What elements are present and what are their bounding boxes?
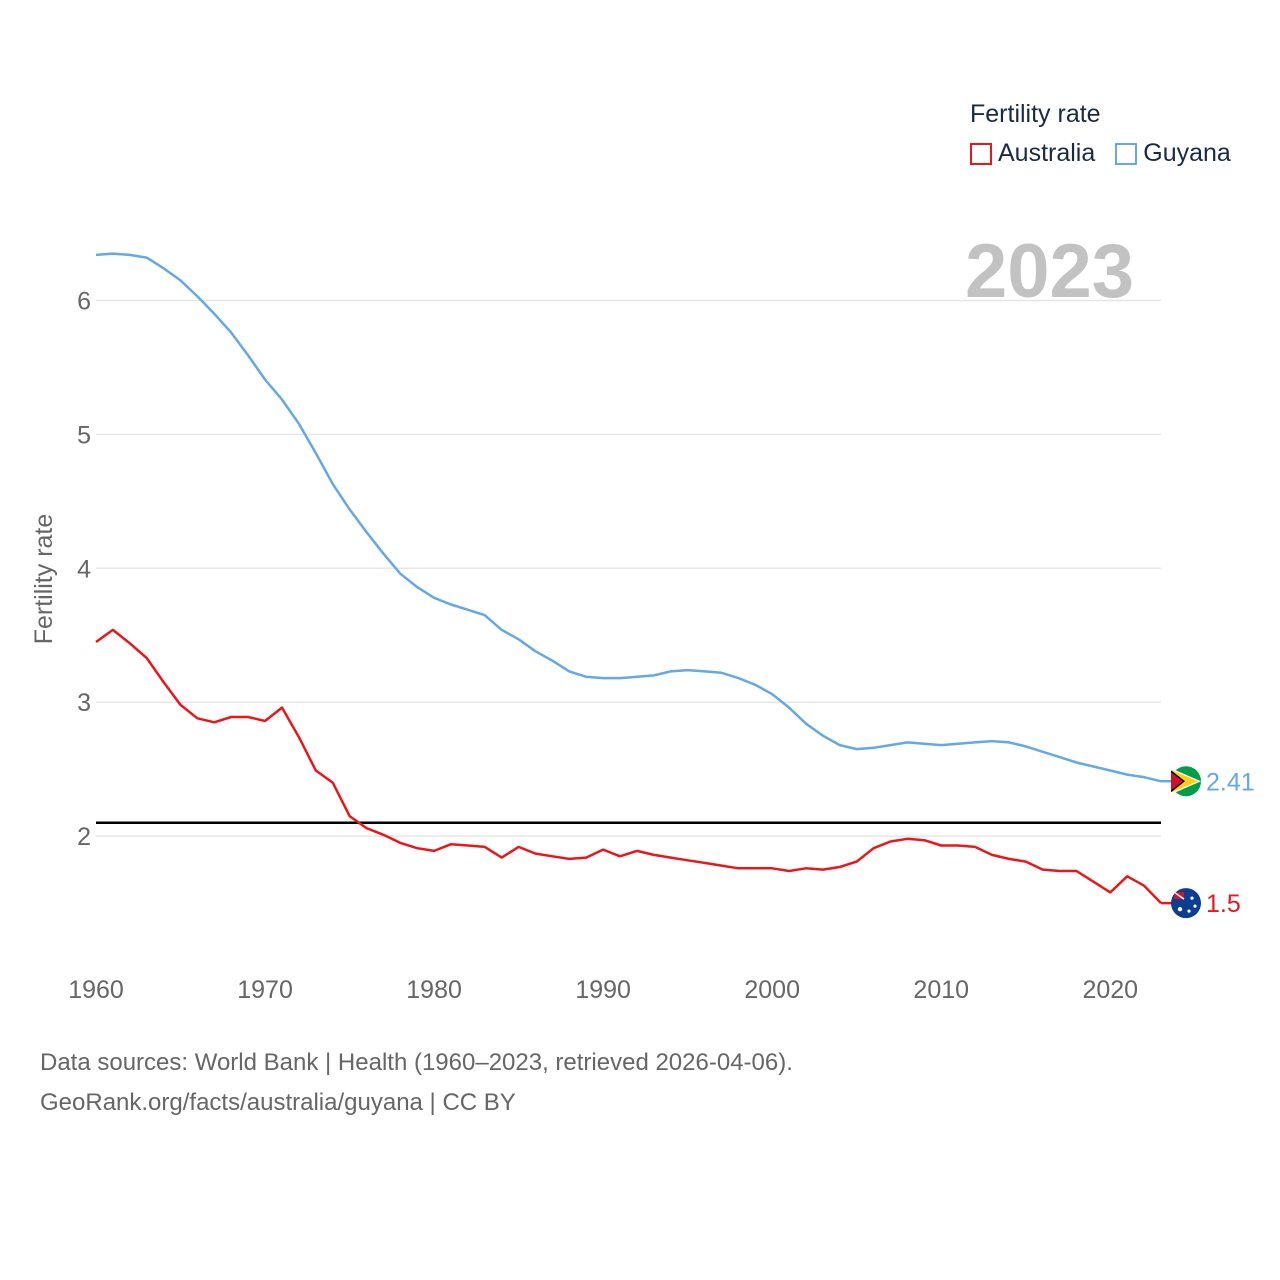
legend-item-australia[interactable]: Australia: [970, 139, 1095, 168]
x-tick-label-2010: 2010: [913, 976, 969, 1004]
flag-star-2: [1193, 904, 1197, 908]
flag-star-1: [1190, 896, 1194, 900]
flag-icon-australia: [1171, 888, 1201, 919]
x-tick-label-1970: 1970: [237, 976, 293, 1004]
footer-link[interactable]: GeoRank.org/facts/australia/guyana | CC …: [40, 1089, 516, 1116]
grid-lines: [96, 299, 1161, 837]
end-label-australia: 1.5: [1206, 890, 1241, 918]
legend-items: Australia Guyana: [970, 139, 1231, 168]
series-end-markers: 1.5 2.41: [1161, 766, 1255, 919]
x-tick-label-1990: 1990: [575, 976, 631, 1004]
year-label: 2023: [965, 229, 1135, 314]
x-tick-labels: 1960 1970 1980 1990 2000 2010 2020: [68, 976, 1138, 1004]
footer: Data sources: World Bank | Health (1960–…: [40, 1043, 793, 1123]
series-line-australia: [95, 628, 1162, 904]
legend-item-guyana[interactable]: Guyana: [1115, 139, 1231, 168]
x-tick-label-2000: 2000: [744, 976, 800, 1004]
flag-star-4: [1177, 906, 1183, 912]
legend-label-australia: Australia: [998, 139, 1096, 167]
y-axis-label: Fertility rate: [30, 514, 58, 645]
end-label-guyana: 2.41: [1206, 768, 1255, 796]
y-tick-label-3: 3: [77, 689, 91, 717]
legend: Fertility rate Australia Guyana: [970, 100, 1231, 168]
legend-label-guyana: Guyana: [1143, 139, 1231, 167]
flag-union-stripe: [1173, 891, 1185, 900]
legend-swatch-guyana: [1115, 142, 1138, 165]
y-tick-label-5: 5: [77, 421, 91, 449]
flag-triangle-red: [1171, 772, 1183, 791]
x-tick-label-1980: 1980: [406, 976, 462, 1004]
y-tick-label-4: 4: [77, 555, 91, 583]
series-group: [95, 252, 1162, 904]
flag-icon-guyana: [1171, 766, 1201, 797]
y-tick-label-6: 6: [77, 287, 91, 315]
series-line-guyana: [95, 252, 1162, 783]
x-tick-label-1960: 1960: [68, 976, 124, 1004]
flag-star-3: [1187, 909, 1191, 913]
x-tick-label-2020: 2020: [1082, 976, 1138, 1004]
legend-title: Fertility rate: [970, 100, 1101, 128]
y-tick-label-2: 2: [77, 823, 91, 851]
y-tick-labels: 2 3 4 5 6: [77, 287, 91, 851]
footer-sources: Data sources: World Bank | Health (1960–…: [40, 1049, 793, 1076]
legend-swatch-australia: [970, 142, 992, 165]
